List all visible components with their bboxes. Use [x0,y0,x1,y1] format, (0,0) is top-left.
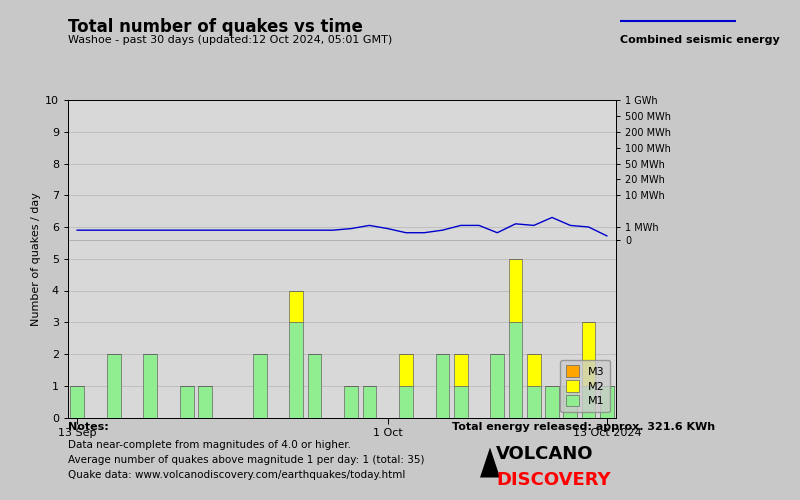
Y-axis label: Number of quakes / day: Number of quakes / day [31,192,41,326]
Bar [107,354,121,418]
Legend: M3, M2, M1: M3, M2, M1 [560,360,610,412]
Bar [527,386,541,418]
Text: Total number of quakes vs time: Total number of quakes vs time [68,18,363,36]
Bar [546,386,559,418]
Text: Notes:: Notes: [68,422,109,432]
Bar [198,386,212,418]
Text: Quake data: www.volcanodiscovery.com/earthquakes/today.html: Quake data: www.volcanodiscovery.com/ear… [68,470,406,480]
Bar [362,386,376,418]
Bar [436,354,450,418]
Text: Combined seismic energy: Combined seismic energy [620,35,780,45]
Bar [70,386,84,418]
Text: VOLCANO: VOLCANO [496,445,594,463]
Bar [253,354,266,418]
Bar [600,386,614,418]
Text: Average number of quakes above magnitude 1 per day: 1 (total: 35): Average number of quakes above magnitude… [68,455,425,465]
Bar [290,322,303,418]
Bar [399,386,413,418]
Text: DISCOVERY: DISCOVERY [496,471,610,489]
Bar [308,354,322,418]
Bar [509,322,522,418]
Bar [399,354,413,386]
Bar [344,386,358,418]
Bar [143,354,157,418]
Bar [563,386,577,418]
Text: Data near-complete from magnitudes of 4.0 or higher.: Data near-complete from magnitudes of 4.… [68,440,351,450]
Bar [582,322,595,386]
Bar [454,354,467,386]
Bar [290,290,303,322]
Bar [582,386,595,418]
Bar [490,354,504,418]
Bar [180,386,194,418]
Bar [509,259,522,322]
Bar [527,354,541,386]
Polygon shape [480,448,500,478]
Text: Total energy released: approx. 321.6 KWh: Total energy released: approx. 321.6 KWh [452,422,715,432]
Text: Washoe - past 30 days (updated:12 Oct 2024, 05:01 GMT): Washoe - past 30 days (updated:12 Oct 20… [68,35,392,45]
Bar [454,386,467,418]
